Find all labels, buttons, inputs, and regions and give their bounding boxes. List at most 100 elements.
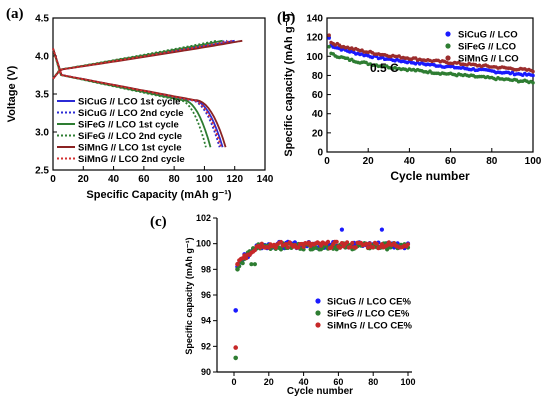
panel-b-ytick-label: 140 <box>306 14 323 25</box>
panel-b-xtick-label: 60 <box>445 156 457 167</box>
panel-c-point <box>353 245 358 250</box>
panel-c-point <box>339 241 344 246</box>
panel-c-point <box>364 241 369 246</box>
panel-b-xtick-label: 20 <box>363 156 375 167</box>
panel-b-letter: (b) <box>277 10 295 26</box>
panel-b-legend-label: SiCuG // LCO <box>458 30 518 41</box>
panel-c-legend-marker <box>315 322 321 328</box>
panel-c-xtick-label: 80 <box>368 377 378 387</box>
panel-a-chart: 0 20 40 60 80 100 120 140 2.5 3.0 3.5 4.0 4.5 SiCuG … <box>6 14 274 202</box>
panel-c-point <box>374 241 379 246</box>
panel-c-point <box>379 242 384 247</box>
panel-c-point <box>252 248 257 253</box>
panel-a-xtick-label: 20 <box>78 174 90 185</box>
panel-c-point <box>258 245 263 250</box>
panel-c-point <box>371 245 376 250</box>
panel-a-legend-label: SiCuG // LCO 1st cycle <box>78 97 180 108</box>
panel-c-legend-label: SiFeG // LCO CE% <box>327 309 410 320</box>
panel-c-xlabel: Cycle number <box>287 386 353 397</box>
panel-b-point <box>531 73 535 78</box>
panel-b-xtick-label: 100 <box>525 156 542 167</box>
panel-c-point <box>313 245 318 250</box>
panel-c-xtick-label: 0 <box>231 377 236 387</box>
panel-a-xtick-label: 40 <box>108 174 120 185</box>
panel-c-ytick-label: 92 <box>201 341 211 351</box>
panel-a-ytick-label: 3.0 <box>35 128 49 139</box>
panel-c-xtick-label: 20 <box>264 377 274 387</box>
panel-c-xtick-label: 40 <box>299 377 309 387</box>
panel-c-chart: 0 20 40 60 80 100 90 92 94 96 98 100 102 SiCuG // LC… <box>184 213 416 397</box>
panel-a-legend-label: SiFeG // LCO 2nd cycle <box>78 131 182 142</box>
panel-b-ytick-label: 40 <box>312 109 324 120</box>
panel-a-xtick-label: 100 <box>196 174 213 185</box>
panel-c-point <box>296 245 301 250</box>
panel-c-xtick-label: 60 <box>333 377 343 387</box>
panel-b-legend-marker <box>445 31 451 37</box>
panel-a-legend-label: SiCuG // LCO 2nd cycle <box>78 108 184 119</box>
panel-b-chart: 0 20 40 60 80 100 0 20 40 60 80 100 120 140 SiCuG // … <box>283 13 542 183</box>
panel-b-xtick-label: 0 <box>324 156 330 167</box>
panel-c-point <box>345 240 350 245</box>
panel-a-xtick-label: 80 <box>169 174 181 185</box>
panel-c-point <box>266 245 271 250</box>
panel-c-ylabel: Specific capacity (mAh g⁻¹) <box>184 237 194 354</box>
panel-c-point <box>350 240 355 246</box>
panel-b-point <box>327 36 331 40</box>
panel-c-letter: (c) <box>150 214 167 230</box>
panel-b-legend-label: SiMnG // LCO <box>458 54 519 65</box>
panel-a-letter: (a) <box>6 6 24 22</box>
panel-c-point <box>273 245 278 250</box>
panel-c-point <box>278 239 284 245</box>
panel-c-point <box>284 242 289 247</box>
panel-c-point <box>306 240 311 245</box>
panel-a-xtick-label: 120 <box>226 174 243 185</box>
panel-b-rate-annotation: 0.5 C <box>370 61 399 75</box>
panel-a-legend-label: SiMnG // LCO 1st cycle <box>78 143 181 154</box>
panel-a-xtick-label: 140 <box>257 174 274 185</box>
panel-b-xtick-label: 80 <box>486 156 498 167</box>
panel-a-legend-label: SiFeG // LCO 1st cycle <box>78 120 179 131</box>
panel-c-point <box>244 256 249 261</box>
panel-a-ylabel: Voltage (V) <box>6 65 18 122</box>
panel-b-ylabel: Specific capacity (mAh g⁻¹) <box>283 13 295 157</box>
panel-c-legend-marker <box>315 310 321 316</box>
panel-a-ytick-label: 3.5 <box>35 90 49 101</box>
panel-c-point <box>285 245 290 250</box>
panel-c-point <box>318 243 324 248</box>
panel-c-ytick-label: 96 <box>201 290 211 300</box>
panel-c-ytick-label: 98 <box>201 264 211 274</box>
panel-c-point <box>379 227 384 232</box>
panel-b-ytick-label: 120 <box>306 33 323 44</box>
panel-b-legend-label: SiFeG // LCO <box>458 42 516 53</box>
panel-a-charge-curve <box>52 39 217 80</box>
panel-c-point <box>235 261 240 267</box>
panel-c-ytick-label: 90 <box>201 367 211 377</box>
panel-c-point <box>249 262 254 267</box>
panel-b-point <box>327 44 331 49</box>
panel-b-point <box>531 81 535 85</box>
panel-b-legend-marker <box>445 43 451 49</box>
panel-c-point <box>233 345 238 350</box>
panel-b-ytick-label: 100 <box>306 52 323 63</box>
panel-c-point <box>252 262 257 267</box>
panel-a-charge-curve <box>52 39 223 80</box>
panel-a-charge-curve <box>52 39 232 80</box>
panel-c-point <box>278 247 284 252</box>
panel-b-point <box>531 69 535 74</box>
panel-c-point <box>334 239 339 244</box>
panel-c-ytick-label: 100 <box>196 239 211 249</box>
panel-a-ytick-label: 4.5 <box>35 14 49 25</box>
panel-c-legend-label: SiMnG // LCO CE% <box>327 321 413 332</box>
panel-a-charge-curve <box>52 39 243 80</box>
panel-c-legend-label: SiCuG // LCO CE% <box>327 297 411 308</box>
panel-c-point <box>259 241 264 246</box>
panel-c-point <box>329 245 334 250</box>
panel-c-xtick-label: 100 <box>400 377 415 387</box>
panel-c-legend-marker <box>315 298 321 304</box>
panel-a-discharge-curve <box>52 48 222 148</box>
panel-b-point <box>327 33 331 37</box>
panel-a-ytick-label: 4.0 <box>35 52 49 63</box>
panel-c-point <box>339 227 344 232</box>
panel-b-frame <box>326 17 534 153</box>
